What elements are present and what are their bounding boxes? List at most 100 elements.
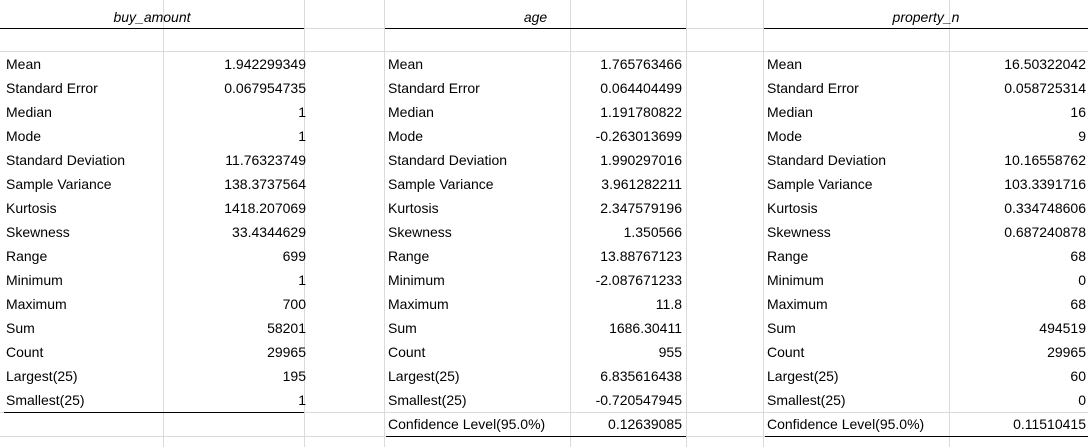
stat-value: -0.263013699 — [595, 128, 682, 144]
stat-label: Minimum — [388, 272, 445, 288]
stat-value: 0.058725314 — [1004, 80, 1086, 96]
stat-value: 11.76323749 — [225, 152, 306, 168]
stat-value: 3.961282211 — [601, 176, 682, 192]
stat-label: Largest(25) — [767, 368, 839, 384]
stat-label: Maximum — [6, 296, 67, 312]
table-row: Skewness 1.350566 — [386, 220, 686, 244]
stat-value: 0.12639085 — [608, 416, 682, 432]
table-row: Range 699 — [4, 244, 306, 268]
stat-label: Mean — [388, 56, 424, 72]
stats-table-age: Mean 1.765763466 Standard Error 0.064404499… — [386, 52, 686, 437]
stat-value: 0 — [1078, 272, 1086, 288]
table-row: Largest(25) 60 — [765, 364, 1088, 388]
stat-label: Skewness — [767, 224, 831, 240]
table-row: Count 955 — [386, 340, 686, 364]
stat-label: Sum — [767, 320, 796, 336]
table-row: Standard Error 0.058725314 — [765, 76, 1088, 100]
stat-value: 58201 — [267, 320, 306, 336]
stat-value: 29965 — [267, 344, 306, 360]
stat-label: Mode — [388, 128, 424, 144]
stat-value: 13.88767123 — [600, 248, 682, 264]
table-row: Standard Error 0.067954735 — [4, 76, 306, 100]
stat-value: 1.191780822 — [600, 104, 682, 120]
stat-value: -0.720547945 — [595, 392, 682, 408]
stat-label: Smallest(25) — [767, 392, 846, 408]
table-row: Range 13.88767123 — [386, 244, 686, 268]
stat-value: 1686.30411 — [609, 320, 682, 336]
table-row: Mode 9 — [765, 124, 1088, 148]
stat-value: 494519 — [1039, 320, 1086, 336]
table-row: Standard Deviation 10.16558762 — [765, 148, 1088, 172]
stat-value: 33.4344629 — [232, 224, 306, 240]
grid-line — [384, 0, 385, 447]
grid-line — [949, 0, 950, 447]
stat-value: 68 — [1070, 248, 1086, 264]
table-row: Maximum 68 — [765, 292, 1088, 316]
stat-value: 195 — [282, 368, 306, 384]
table-row: Median 1 — [4, 100, 306, 124]
grid-line — [686, 0, 687, 447]
stat-label: Largest(25) — [388, 368, 460, 384]
column-header-age: age — [523, 9, 548, 25]
stat-value: 2.347579196 — [600, 200, 682, 216]
stat-label: Range — [6, 248, 48, 264]
table-row: Minimum 0 — [765, 268, 1088, 292]
stat-label: Kurtosis — [388, 200, 439, 216]
stat-value: 0.687240878 — [1004, 224, 1086, 240]
stat-label: Confidence Level(95.0%) — [388, 416, 546, 432]
stat-value: 1.765763466 — [600, 56, 682, 72]
stat-label: Maximum — [388, 296, 449, 312]
stat-label: Sum — [388, 320, 417, 336]
grid-line — [570, 0, 571, 447]
stat-label: Standard Deviation — [388, 152, 508, 168]
stat-label: Sample Variance — [388, 176, 494, 192]
table-row: Smallest(25) 0 — [765, 388, 1088, 412]
stat-label: Mode — [767, 128, 803, 144]
header-underline — [764, 28, 1088, 29]
table-row: Standard Deviation 1.990297016 — [386, 148, 686, 172]
table-row: Mean 1.765763466 — [386, 52, 686, 76]
stat-value: 1.990297016 — [600, 152, 682, 168]
stat-label: Confidence Level(95.0%) — [767, 416, 925, 432]
stat-label: Skewness — [388, 224, 452, 240]
column-header-buy-amount: buy_amount — [113, 9, 191, 25]
stat-value: 1418.207069 — [224, 200, 306, 216]
stat-value: 0.064404499 — [600, 80, 682, 96]
table-row: Sample Variance 3.961282211 — [386, 172, 686, 196]
table-row: Smallest(25) 1 — [4, 388, 306, 413]
stats-table-property-n: Mean 16.50322042 Standard Error 0.058725314… — [765, 52, 1088, 437]
table-row: Maximum 700 — [4, 292, 306, 316]
stat-value: 0.334748606 — [1004, 200, 1086, 216]
table-row: Largest(25) 195 — [4, 364, 306, 388]
stat-label: Minimum — [6, 272, 63, 288]
stat-label: Kurtosis — [767, 200, 818, 216]
table-row: Standard Error 0.064404499 — [386, 76, 686, 100]
stat-label: Standard Error — [388, 80, 480, 96]
table-row: Skewness 0.687240878 — [765, 220, 1088, 244]
stat-value: 0 — [1078, 392, 1086, 408]
stat-value: -2.087671233 — [595, 272, 682, 288]
table-row: Mean 1.942299349 — [4, 52, 306, 76]
table-row: Mode -0.263013699 — [386, 124, 686, 148]
stat-value: 1.942299349 — [224, 56, 306, 72]
stat-label: Standard Deviation — [6, 152, 126, 168]
stat-label: Kurtosis — [6, 200, 57, 216]
stat-value: 1 — [298, 128, 306, 144]
grid-line — [0, 412, 1088, 413]
stat-label: Maximum — [767, 296, 828, 312]
table-row: Sum 494519 — [765, 316, 1088, 340]
table-row: Median 1.191780822 — [386, 100, 686, 124]
table-row: Standard Deviation 11.76323749 — [4, 148, 306, 172]
stat-value: 6.835616438 — [600, 368, 682, 384]
stat-value: 29965 — [1047, 344, 1086, 360]
stat-value: 10.16558762 — [1004, 152, 1086, 168]
stat-value: 11.8 — [655, 296, 682, 312]
stat-label: Smallest(25) — [6, 392, 85, 408]
stat-label: Mean — [6, 56, 42, 72]
table-row: Kurtosis 0.334748606 — [765, 196, 1088, 220]
stat-label: Range — [767, 248, 809, 264]
stat-label: Count — [388, 344, 426, 360]
stat-label: Minimum — [767, 272, 824, 288]
stats-table-buy-amount: Mean 1.942299349 Standard Error 0.067954735… — [4, 52, 306, 413]
